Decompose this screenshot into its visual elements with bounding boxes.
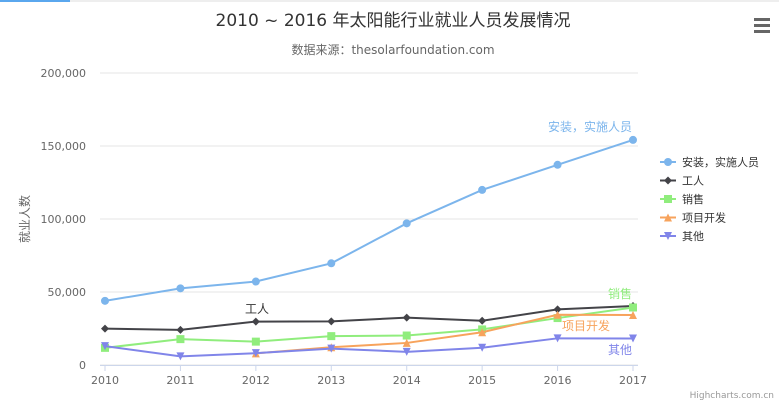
legend-label: 工人 — [682, 175, 704, 188]
x-tick-label: 2014 — [393, 374, 421, 387]
data-point — [553, 305, 562, 314]
data-point — [478, 316, 487, 325]
data-point — [629, 303, 637, 312]
legend-item[interactable]: 其他 — [660, 230, 704, 243]
data-point — [553, 160, 562, 169]
credits-link[interactable]: Highcharts.com.cn — [690, 391, 774, 401]
data-point — [327, 259, 336, 268]
series-label: 工人 — [245, 302, 269, 316]
data-point — [402, 331, 411, 340]
chart-title: 2010 ~ 2016 年太阳能行业就业人员发展情况 — [216, 11, 571, 31]
series-line — [255, 313, 634, 355]
series-4 — [101, 334, 637, 361]
series-label: 安装，实施人员 — [548, 119, 632, 134]
data-point — [629, 135, 637, 144]
data-point — [327, 317, 336, 326]
x-tick-label: 2013 — [317, 374, 345, 387]
data-point — [664, 195, 672, 203]
series-line — [104, 138, 634, 302]
data-point — [664, 213, 672, 222]
data-point — [101, 324, 109, 333]
data-point — [629, 334, 637, 343]
series-line — [104, 306, 634, 349]
data-point — [664, 232, 672, 240]
data-point — [629, 311, 637, 320]
chart-subtitle: 数据来源：thesolarfoundation.com — [291, 42, 494, 57]
legend-item[interactable]: 项目开发 — [660, 211, 726, 225]
data-point — [478, 185, 487, 194]
legend-label: 安装，实施人员 — [682, 155, 759, 169]
data-point — [176, 284, 185, 293]
data-point — [553, 334, 562, 343]
y-tick-label: 200,000 — [41, 67, 87, 80]
data-point — [251, 337, 260, 346]
data-point — [553, 310, 562, 319]
x-tick-label: 2010 — [91, 374, 119, 387]
data-point — [402, 313, 411, 322]
y-tick-label: 0 — [79, 359, 86, 372]
x-tick-label: 2016 — [544, 374, 572, 387]
data-point — [327, 344, 336, 353]
data-point — [664, 176, 672, 185]
data-point — [478, 343, 487, 352]
data-point — [251, 317, 260, 326]
hamburger-menu-icon[interactable] — [754, 18, 770, 33]
x-tick-label: 2015 — [468, 374, 496, 387]
x-tick-label: 2011 — [166, 374, 194, 387]
legend-label: 其他 — [682, 230, 704, 243]
legend-label: 项目开发 — [682, 211, 726, 225]
series-label: 项目开发 — [562, 318, 610, 333]
data-point — [251, 349, 260, 358]
legend-label: 销售 — [682, 192, 704, 206]
series-line — [104, 337, 634, 358]
series-label: 其他 — [608, 343, 632, 357]
data-point — [664, 158, 672, 166]
series-line — [104, 304, 634, 331]
series-0 — [101, 135, 637, 305]
top-border — [0, 0, 779, 2]
data-point — [402, 347, 411, 356]
data-point — [176, 352, 185, 361]
y-tick-label: 100,000 — [41, 213, 87, 226]
data-point — [176, 325, 185, 334]
data-point — [176, 335, 185, 344]
legend-item[interactable]: 安装，实施人员 — [660, 155, 759, 169]
data-point — [402, 338, 411, 347]
y-axis-label: 就业人数 — [17, 195, 32, 243]
active-tab-indicator — [0, 0, 70, 2]
data-point — [478, 328, 487, 337]
series-label: 销售 — [608, 286, 632, 301]
legend-item[interactable]: 销售 — [660, 192, 704, 206]
y-tick-label: 50,000 — [48, 286, 87, 299]
data-point — [251, 277, 260, 286]
data-point — [327, 332, 336, 341]
legend-item[interactable]: 工人 — [660, 175, 704, 188]
data-point — [402, 219, 411, 228]
y-tick-label: 150,000 — [41, 140, 87, 153]
x-tick-label: 2017 — [619, 374, 647, 387]
x-tick-label: 2012 — [242, 374, 270, 387]
data-point — [101, 342, 109, 351]
data-point — [101, 296, 109, 305]
